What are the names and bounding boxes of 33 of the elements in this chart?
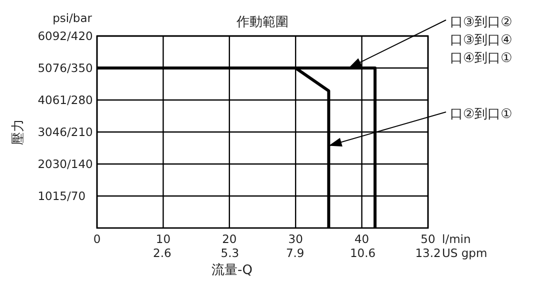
y2-tick-label: /70 [67, 189, 86, 203]
x-axis-title: 流量-Q [212, 262, 252, 278]
annotation: 口③到口② [450, 15, 512, 30]
y2-tick-label: /350 [67, 61, 93, 75]
text: psi/bar [52, 11, 92, 25]
y-tick-label: 3046 [38, 125, 67, 139]
annotation: 口②到口① [450, 107, 512, 122]
chart-title: 作動範圍 [236, 15, 288, 30]
x2-tick-label: 5.3 [220, 246, 240, 260]
x-tick-label: 10 [156, 232, 171, 246]
text: 口④到口① [450, 51, 512, 66]
x-tick-label: 50 [420, 232, 436, 246]
text: l/min [442, 232, 471, 246]
x2-tick-label: 2.6 [153, 246, 172, 260]
y-tick-label: 1015 [38, 189, 67, 204]
y-tick-label: 6092 [38, 29, 67, 43]
x-tick-label: 0 [93, 232, 101, 246]
y-tick-label: 5076 [38, 61, 67, 76]
y-tick-label: 2030 [38, 157, 67, 172]
y2-tick-label: /420 [67, 29, 93, 43]
y-axis-title: 壓力 [11, 119, 26, 145]
x-tick-label: 30 [288, 232, 303, 246]
x-tick-label: 40 [354, 232, 370, 246]
x2-tick-label: 10.6 [350, 246, 376, 260]
x2-tick-label: 7.9 [286, 246, 304, 260]
y2-tick-label: /140 [67, 157, 93, 171]
y2-tick-label: /280 [67, 93, 93, 107]
x2-tick-label: 13.2 [415, 246, 441, 260]
x-tick-label: 20 [222, 232, 237, 246]
text: 口③到口④ [450, 33, 512, 48]
y-tick-label: 4061 [38, 93, 67, 108]
x2-axis-title: US gpm [442, 246, 488, 260]
y2-tick-label: /210 [67, 125, 93, 139]
